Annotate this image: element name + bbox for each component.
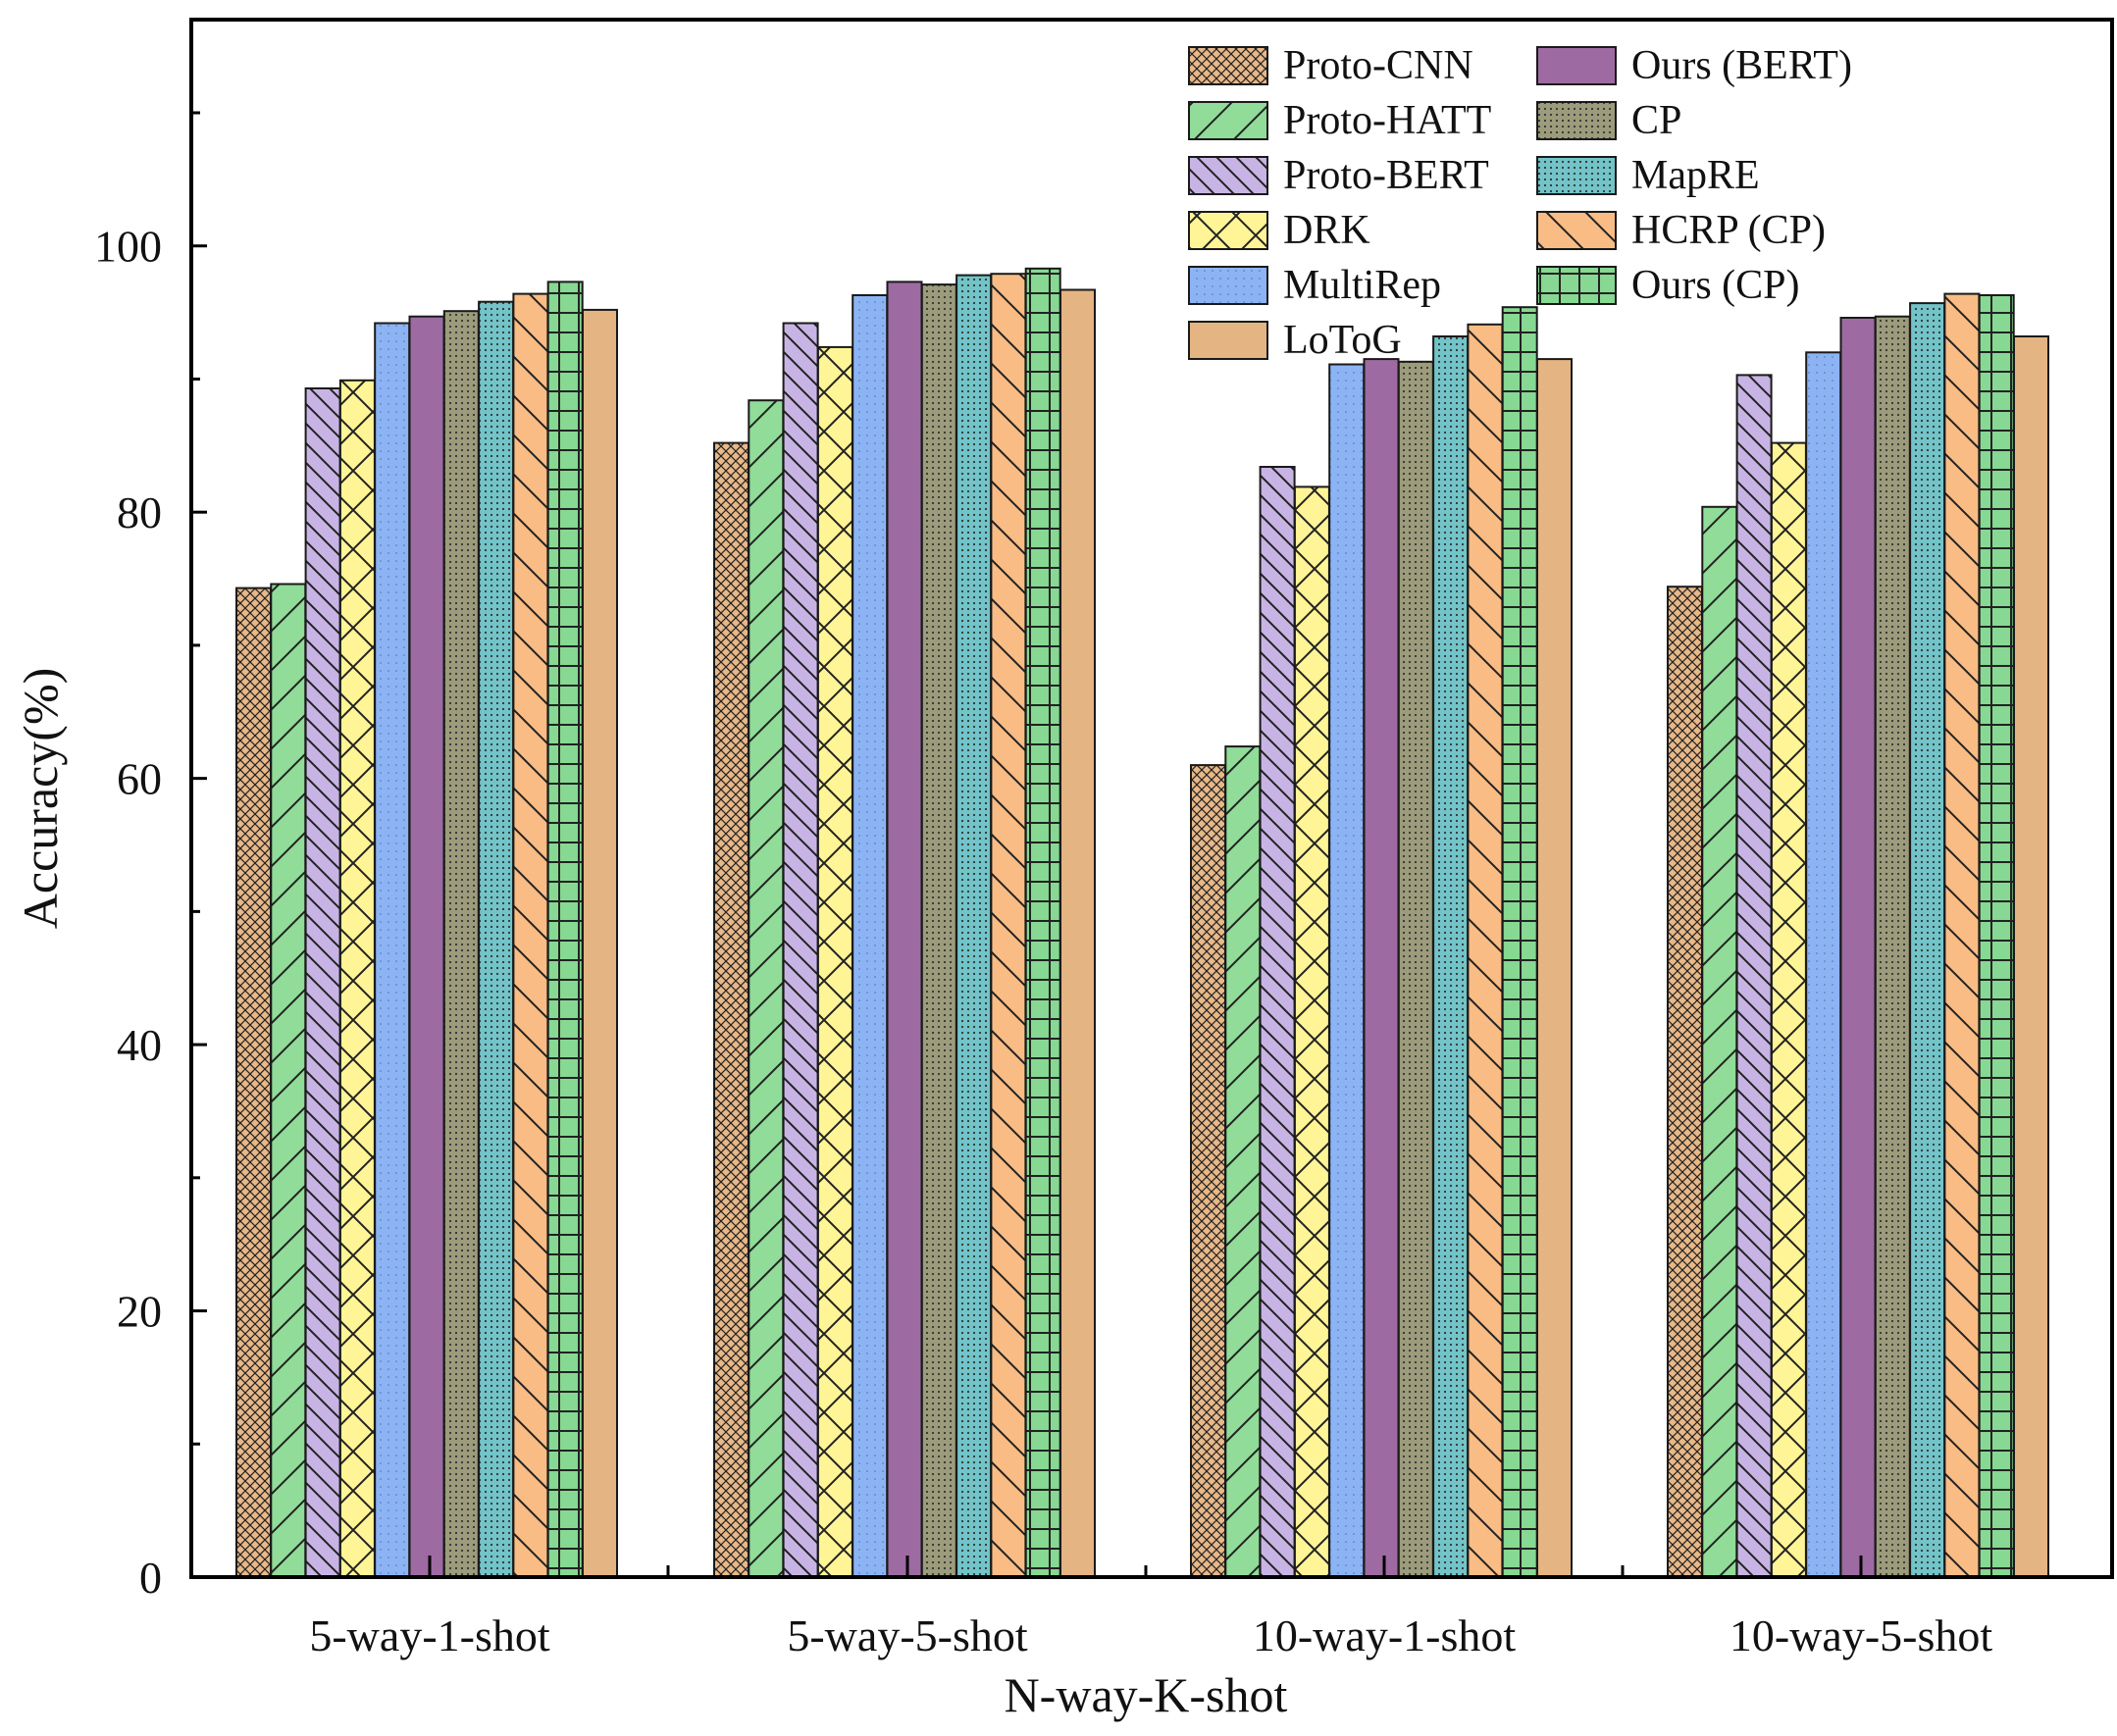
bar-proto-cnn-10-way-5-shot <box>1667 586 1703 1578</box>
bar-group-5-way-1-shot <box>235 281 618 1579</box>
bar-proto-hatt-10-way-5-shot <box>1701 505 1738 1578</box>
bar-proto-bert-5-way-5-shot <box>782 322 819 1578</box>
bar-multirep-5-way-1-shot <box>374 322 411 1578</box>
legend-label: Ours (CP) <box>1631 263 1800 308</box>
bar-proto-hatt-5-way-1-shot <box>270 583 307 1578</box>
legend-swatch <box>1188 211 1268 250</box>
legend-item-proto-hatt: Proto-HATT <box>1188 98 1491 143</box>
bar-lotog-5-way-5-shot <box>1059 288 1096 1578</box>
bar-multirep-10-way-1-shot <box>1328 363 1366 1578</box>
legend-label: Proto-HATT <box>1283 98 1491 143</box>
legend-swatch <box>1536 46 1617 85</box>
legend-label: HCRP (CP) <box>1631 208 1826 253</box>
bar-proto-bert-10-way-5-shot <box>1735 374 1773 1578</box>
y-tick-label: 80 <box>117 487 162 537</box>
bar-drk-10-way-5-shot <box>1770 441 1807 1579</box>
bar-mapre-10-way-5-shot <box>1909 302 1946 1579</box>
bar-ours-bert-10-way-1-shot <box>1363 358 1400 1579</box>
legend-item-lotog: LoToG <box>1188 318 1402 363</box>
bar-proto-cnn-5-way-1-shot <box>235 587 272 1578</box>
y-tick-label: 60 <box>117 754 162 804</box>
legend-label: Proto-BERT <box>1283 153 1489 198</box>
bar-lotog-10-way-5-shot <box>2013 335 2049 1578</box>
x-tick-label: 10-way-5-shot <box>1730 1610 1992 1660</box>
bar-lotog-5-way-1-shot <box>582 308 618 1578</box>
bar-group-5-way-5-shot <box>713 267 1096 1579</box>
bar-hcrp-cp-10-way-5-shot <box>1943 292 1981 1579</box>
bar-ours-cp-10-way-1-shot <box>1501 306 1538 1579</box>
legend-swatch <box>1188 46 1268 85</box>
bar-multirep-10-way-5-shot <box>1805 351 1842 1578</box>
bar-group-10-way-1-shot <box>1190 306 1573 1579</box>
x-tick-label: 5-way-5-shot <box>787 1610 1027 1660</box>
legend-item-drk: DRK <box>1188 208 1370 253</box>
legend-item-ours-cp: Ours (CP) <box>1536 263 1800 308</box>
y-axis-title: Accuracy(%) <box>13 668 68 929</box>
legend-item-mapre: MapRE <box>1536 153 1760 198</box>
legend-swatch <box>1536 211 1617 250</box>
bar-proto-hatt-10-way-1-shot <box>1224 745 1262 1578</box>
bar-proto-bert-5-way-1-shot <box>304 387 341 1578</box>
legend-swatch <box>1188 321 1268 360</box>
bars-layer <box>235 267 2049 1579</box>
legend-item-hcrp-cp: HCRP (CP) <box>1536 208 1826 253</box>
legend-item-cp: CP <box>1536 98 1681 143</box>
x-tick-label: 5-way-1-shot <box>309 1610 549 1660</box>
legend-label: DRK <box>1283 208 1370 253</box>
bar-ours-cp-10-way-5-shot <box>1978 294 2015 1578</box>
x-tick-label: 10-way-1-shot <box>1253 1610 1516 1660</box>
legend-swatch <box>1536 101 1617 140</box>
y-tick-label: 100 <box>94 222 162 272</box>
legend-item-multirep: MultiRep <box>1188 263 1441 308</box>
y-tick-label: 0 <box>139 1553 162 1603</box>
bar-cp-5-way-5-shot <box>920 283 957 1579</box>
bar-ours-bert-5-way-1-shot <box>408 315 445 1579</box>
bar-mapre-5-way-1-shot <box>478 300 515 1579</box>
legend-item-proto-bert: Proto-BERT <box>1188 153 1489 198</box>
legend-label: MultiRep <box>1283 263 1441 308</box>
legend-item-ours-bert: Ours (BERT) <box>1536 43 1852 88</box>
bar-mapre-5-way-5-shot <box>955 274 993 1579</box>
bar-multirep-5-way-5-shot <box>852 294 889 1578</box>
bar-ours-bert-5-way-5-shot <box>886 281 923 1578</box>
plot-frame <box>189 18 2114 1579</box>
legend-swatch <box>1188 101 1268 140</box>
bar-cp-5-way-1-shot <box>442 310 480 1579</box>
bar-cp-10-way-5-shot <box>1874 315 1911 1579</box>
legend-label: LoToG <box>1283 318 1402 363</box>
x-axis-title: N-way-K-shot <box>1005 1667 1288 1722</box>
bar-lotog-10-way-1-shot <box>1536 358 1573 1579</box>
bar-ours-cp-5-way-5-shot <box>1024 267 1061 1578</box>
bar-cp-10-way-1-shot <box>1397 360 1434 1578</box>
legend-swatch <box>1536 156 1617 195</box>
legend-swatch <box>1188 266 1268 305</box>
bar-group-10-way-5-shot <box>1667 292 2049 1579</box>
bar-ours-cp-5-way-1-shot <box>546 281 584 1578</box>
bar-hcrp-cp-5-way-5-shot <box>990 273 1027 1579</box>
bar-hcrp-cp-5-way-1-shot <box>512 292 549 1579</box>
bar-ours-bert-10-way-5-shot <box>1839 317 1877 1578</box>
bar-proto-cnn-5-way-5-shot <box>713 441 749 1579</box>
legend-label: MapRE <box>1631 153 1760 198</box>
bar-proto-bert-10-way-1-shot <box>1259 466 1296 1578</box>
bar-hcrp-cp-10-way-1-shot <box>1467 323 1504 1578</box>
y-tick-label: 20 <box>117 1287 162 1337</box>
legend-swatch <box>1188 156 1268 195</box>
legend: Proto-CNN Proto-HATT Proto-BERT DRK MultiRep… <box>1188 43 1852 363</box>
bar-drk-5-way-5-shot <box>816 345 853 1578</box>
bar-mapre-10-way-1-shot <box>1432 335 1470 1578</box>
legend-label: Proto-CNN <box>1283 43 1473 88</box>
legend-label: CP <box>1631 98 1681 143</box>
bar-drk-10-way-1-shot <box>1293 485 1330 1578</box>
bar-drk-5-way-1-shot <box>338 379 376 1578</box>
axis-layer: 0 20 40 60 80 100 5-way-1-shot 5-way-5-shot 10-w… <box>94 111 1992 1660</box>
y-tick-label: 40 <box>117 1020 162 1070</box>
bar-proto-hatt-5-way-5-shot <box>748 399 785 1579</box>
bar-proto-cnn-10-way-1-shot <box>1190 764 1226 1578</box>
legend-swatch <box>1536 266 1617 305</box>
legend-item-proto-cnn: Proto-CNN <box>1188 43 1473 88</box>
legend-label: Ours (BERT) <box>1631 43 1852 88</box>
